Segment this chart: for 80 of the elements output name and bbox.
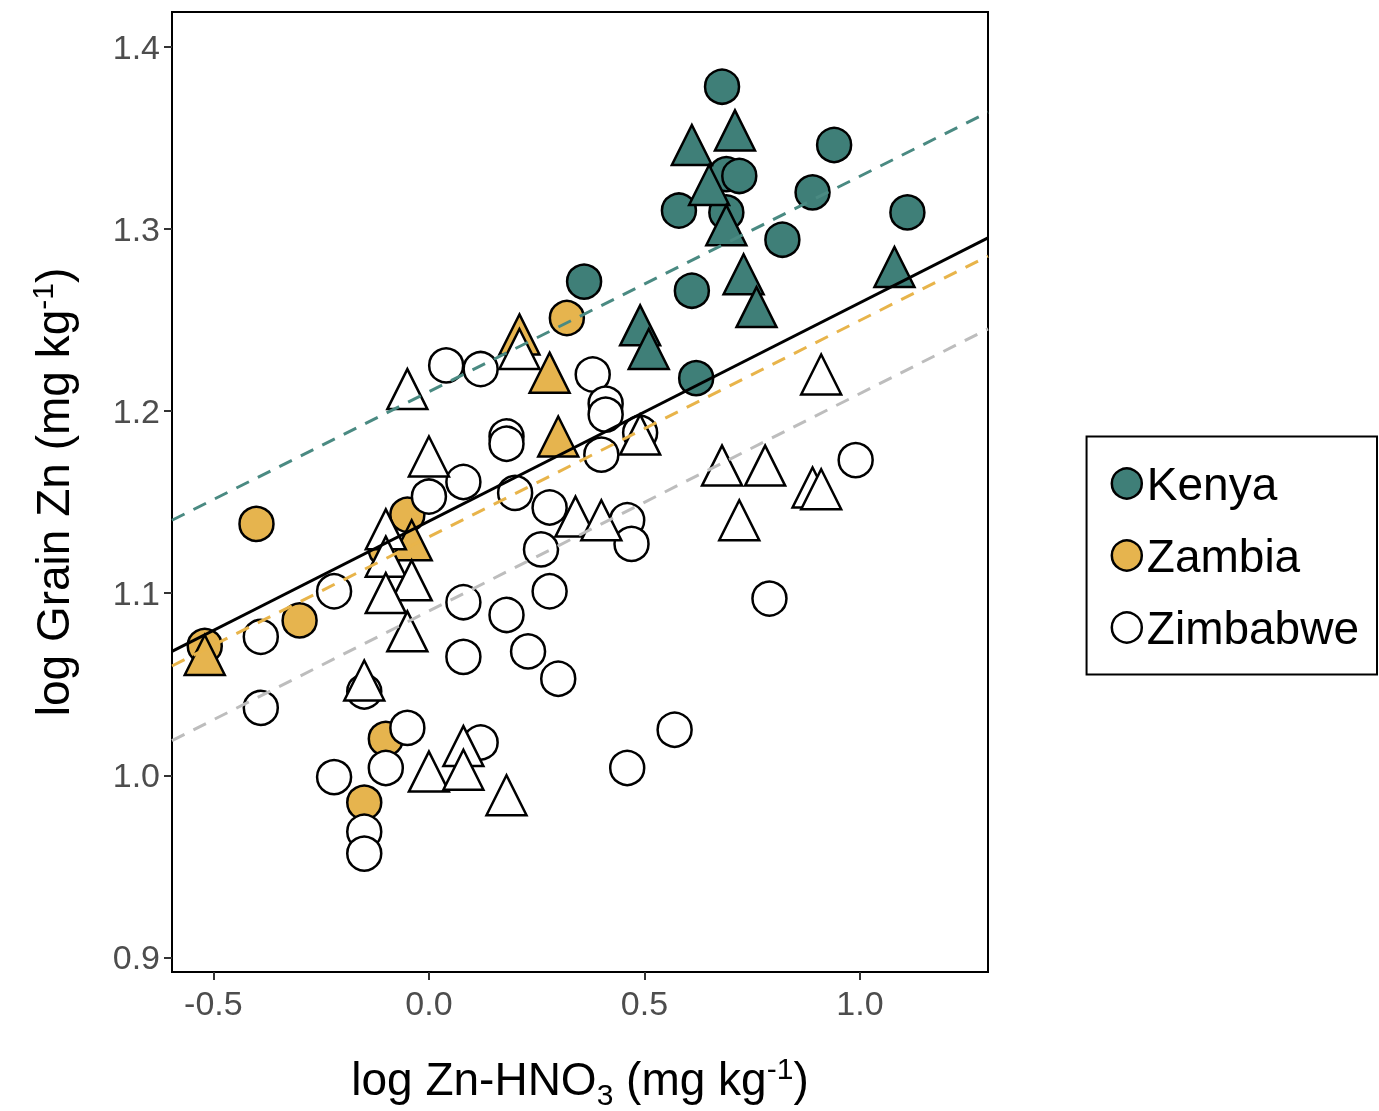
- point: [445, 463, 482, 501]
- x-tick-label: 1.0: [836, 984, 884, 1022]
- point: [540, 660, 577, 697]
- point: [410, 478, 448, 515]
- point: [735, 285, 778, 329]
- point: [799, 468, 843, 511]
- point: [522, 531, 560, 568]
- point: [281, 602, 318, 639]
- point: [442, 748, 485, 792]
- point: [837, 441, 874, 479]
- point: [670, 123, 714, 167]
- y-tick-label: 1.4: [112, 27, 160, 66]
- point: [608, 749, 646, 787]
- point: [488, 596, 525, 634]
- point: [238, 505, 275, 543]
- y-tick-label: 1.2: [112, 391, 160, 430]
- point: [531, 573, 568, 610]
- point: [389, 709, 426, 747]
- point: [705, 203, 748, 247]
- point: [531, 489, 568, 526]
- point: [485, 774, 528, 817]
- point: [703, 68, 741, 105]
- point: [613, 525, 650, 563]
- point: [743, 444, 787, 487]
- point: [242, 618, 280, 656]
- point: [722, 253, 765, 296]
- point: [799, 353, 843, 396]
- point: [587, 396, 624, 433]
- legend-label: Zimbabwe: [1146, 601, 1360, 654]
- x-tick-label: -0.5: [184, 984, 243, 1022]
- x-tick-label: 0.5: [620, 984, 669, 1022]
- point: [673, 272, 711, 309]
- point: [315, 573, 353, 610]
- x-tick-label: 0.0: [405, 984, 453, 1022]
- point: [794, 174, 831, 211]
- point: [536, 415, 580, 458]
- point: [548, 299, 586, 337]
- point: [367, 749, 405, 787]
- point: [315, 758, 353, 796]
- point: [386, 367, 429, 411]
- point: [445, 583, 482, 621]
- point: [528, 351, 571, 394]
- point: [873, 245, 916, 289]
- point: [427, 347, 465, 384]
- point: [627, 327, 670, 371]
- legend-label: Kenya: [1146, 457, 1278, 510]
- y-tick-label: 1.3: [112, 209, 160, 248]
- x-axis-title: log Zn-HNO$_{3}$ (mg kg$^{-1}$): [351, 1051, 809, 1111]
- point: [574, 356, 611, 393]
- point: [718, 498, 761, 542]
- point: [687, 163, 731, 207]
- y-tick-label: 0.9: [112, 938, 160, 977]
- point: [815, 126, 853, 164]
- point: [751, 580, 788, 617]
- y-tick-label: 1.0: [112, 756, 160, 795]
- point: [407, 750, 451, 793]
- point: [183, 633, 227, 677]
- y-tick-label: 1.1: [112, 574, 160, 613]
- point: [445, 638, 482, 676]
- point: [721, 157, 758, 195]
- point: [700, 444, 744, 487]
- legend-label: Zambia: [1146, 529, 1301, 582]
- point: [462, 350, 499, 388]
- point: [498, 327, 541, 371]
- point: [580, 498, 623, 542]
- point: [364, 571, 408, 615]
- point: [889, 194, 926, 231]
- point: [764, 221, 801, 258]
- point: [713, 109, 757, 152]
- point: [242, 689, 280, 727]
- point: [660, 192, 698, 229]
- point: [346, 835, 383, 872]
- point: [343, 659, 386, 702]
- point: [565, 263, 603, 300]
- point: [386, 610, 429, 653]
- point: [509, 633, 547, 670]
- point: [407, 435, 451, 478]
- point: [488, 425, 525, 462]
- point: [656, 711, 693, 748]
- point: [583, 436, 620, 473]
